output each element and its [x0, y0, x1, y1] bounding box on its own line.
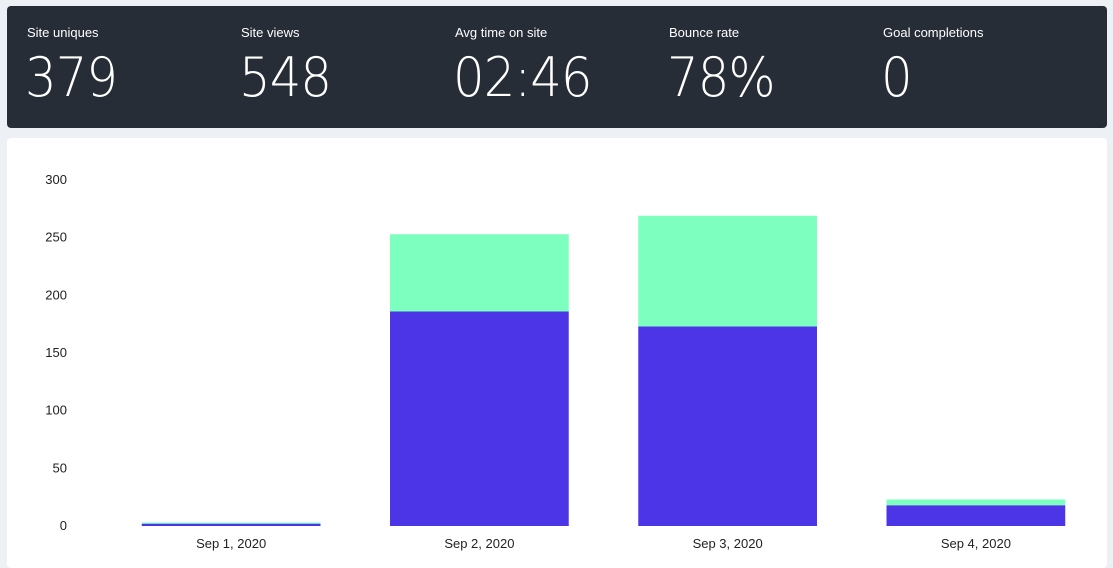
bar-segment-series-1[interactable]: [141, 523, 321, 526]
y-tick-label: 150: [45, 345, 67, 360]
bar-segment-series-2[interactable]: [141, 522, 321, 524]
bar-segment-series-2[interactable]: [886, 499, 1066, 506]
y-tick-label: 200: [45, 287, 67, 302]
stat-label: Bounce rate: [669, 25, 740, 40]
stat-value: 548: [239, 46, 332, 109]
bar-segment-series-1[interactable]: [638, 326, 817, 526]
x-tick-label: Sep 4, 2020: [941, 536, 1011, 551]
stat-value: 78%: [667, 46, 776, 109]
y-tick-label: 100: [45, 403, 67, 418]
y-tick-label: 0: [60, 518, 67, 533]
stat-value: 02:46: [453, 46, 592, 109]
stat-label: Site views: [241, 25, 300, 40]
y-tick-label: 300: [45, 172, 67, 187]
stat-label: Avg time on site: [455, 25, 548, 40]
bar-segment-series-1[interactable]: [390, 311, 569, 526]
stat-label: Site uniques: [27, 25, 99, 40]
x-tick-label: Sep 2, 2020: [444, 536, 514, 551]
bar-segment-series-1[interactable]: [886, 505, 1066, 526]
stat-value: 0: [881, 46, 913, 109]
bar-segment-series-2[interactable]: [390, 234, 569, 312]
x-tick-label: Sep 3, 2020: [693, 536, 763, 551]
stat-label: Goal completions: [883, 25, 984, 40]
stacked-bar-chart: 0 50 100 150 200 250 300 Sep 1, 2020 Sep 2, 2020…: [45, 172, 1066, 551]
chart-card: 0 50 100 150 200 250 300 Sep 1, 2020 Sep 2, 2020…: [7, 138, 1107, 568]
bar-segment-series-2[interactable]: [638, 215, 817, 327]
y-tick-label: 250: [45, 230, 67, 245]
stat-value: 379: [25, 46, 118, 109]
stats-summary-bar: Site uniques 379 Site views 548 Avg time…: [7, 6, 1107, 128]
x-tick-label: Sep 1, 2020: [196, 536, 266, 551]
y-tick-label: 50: [53, 460, 67, 475]
